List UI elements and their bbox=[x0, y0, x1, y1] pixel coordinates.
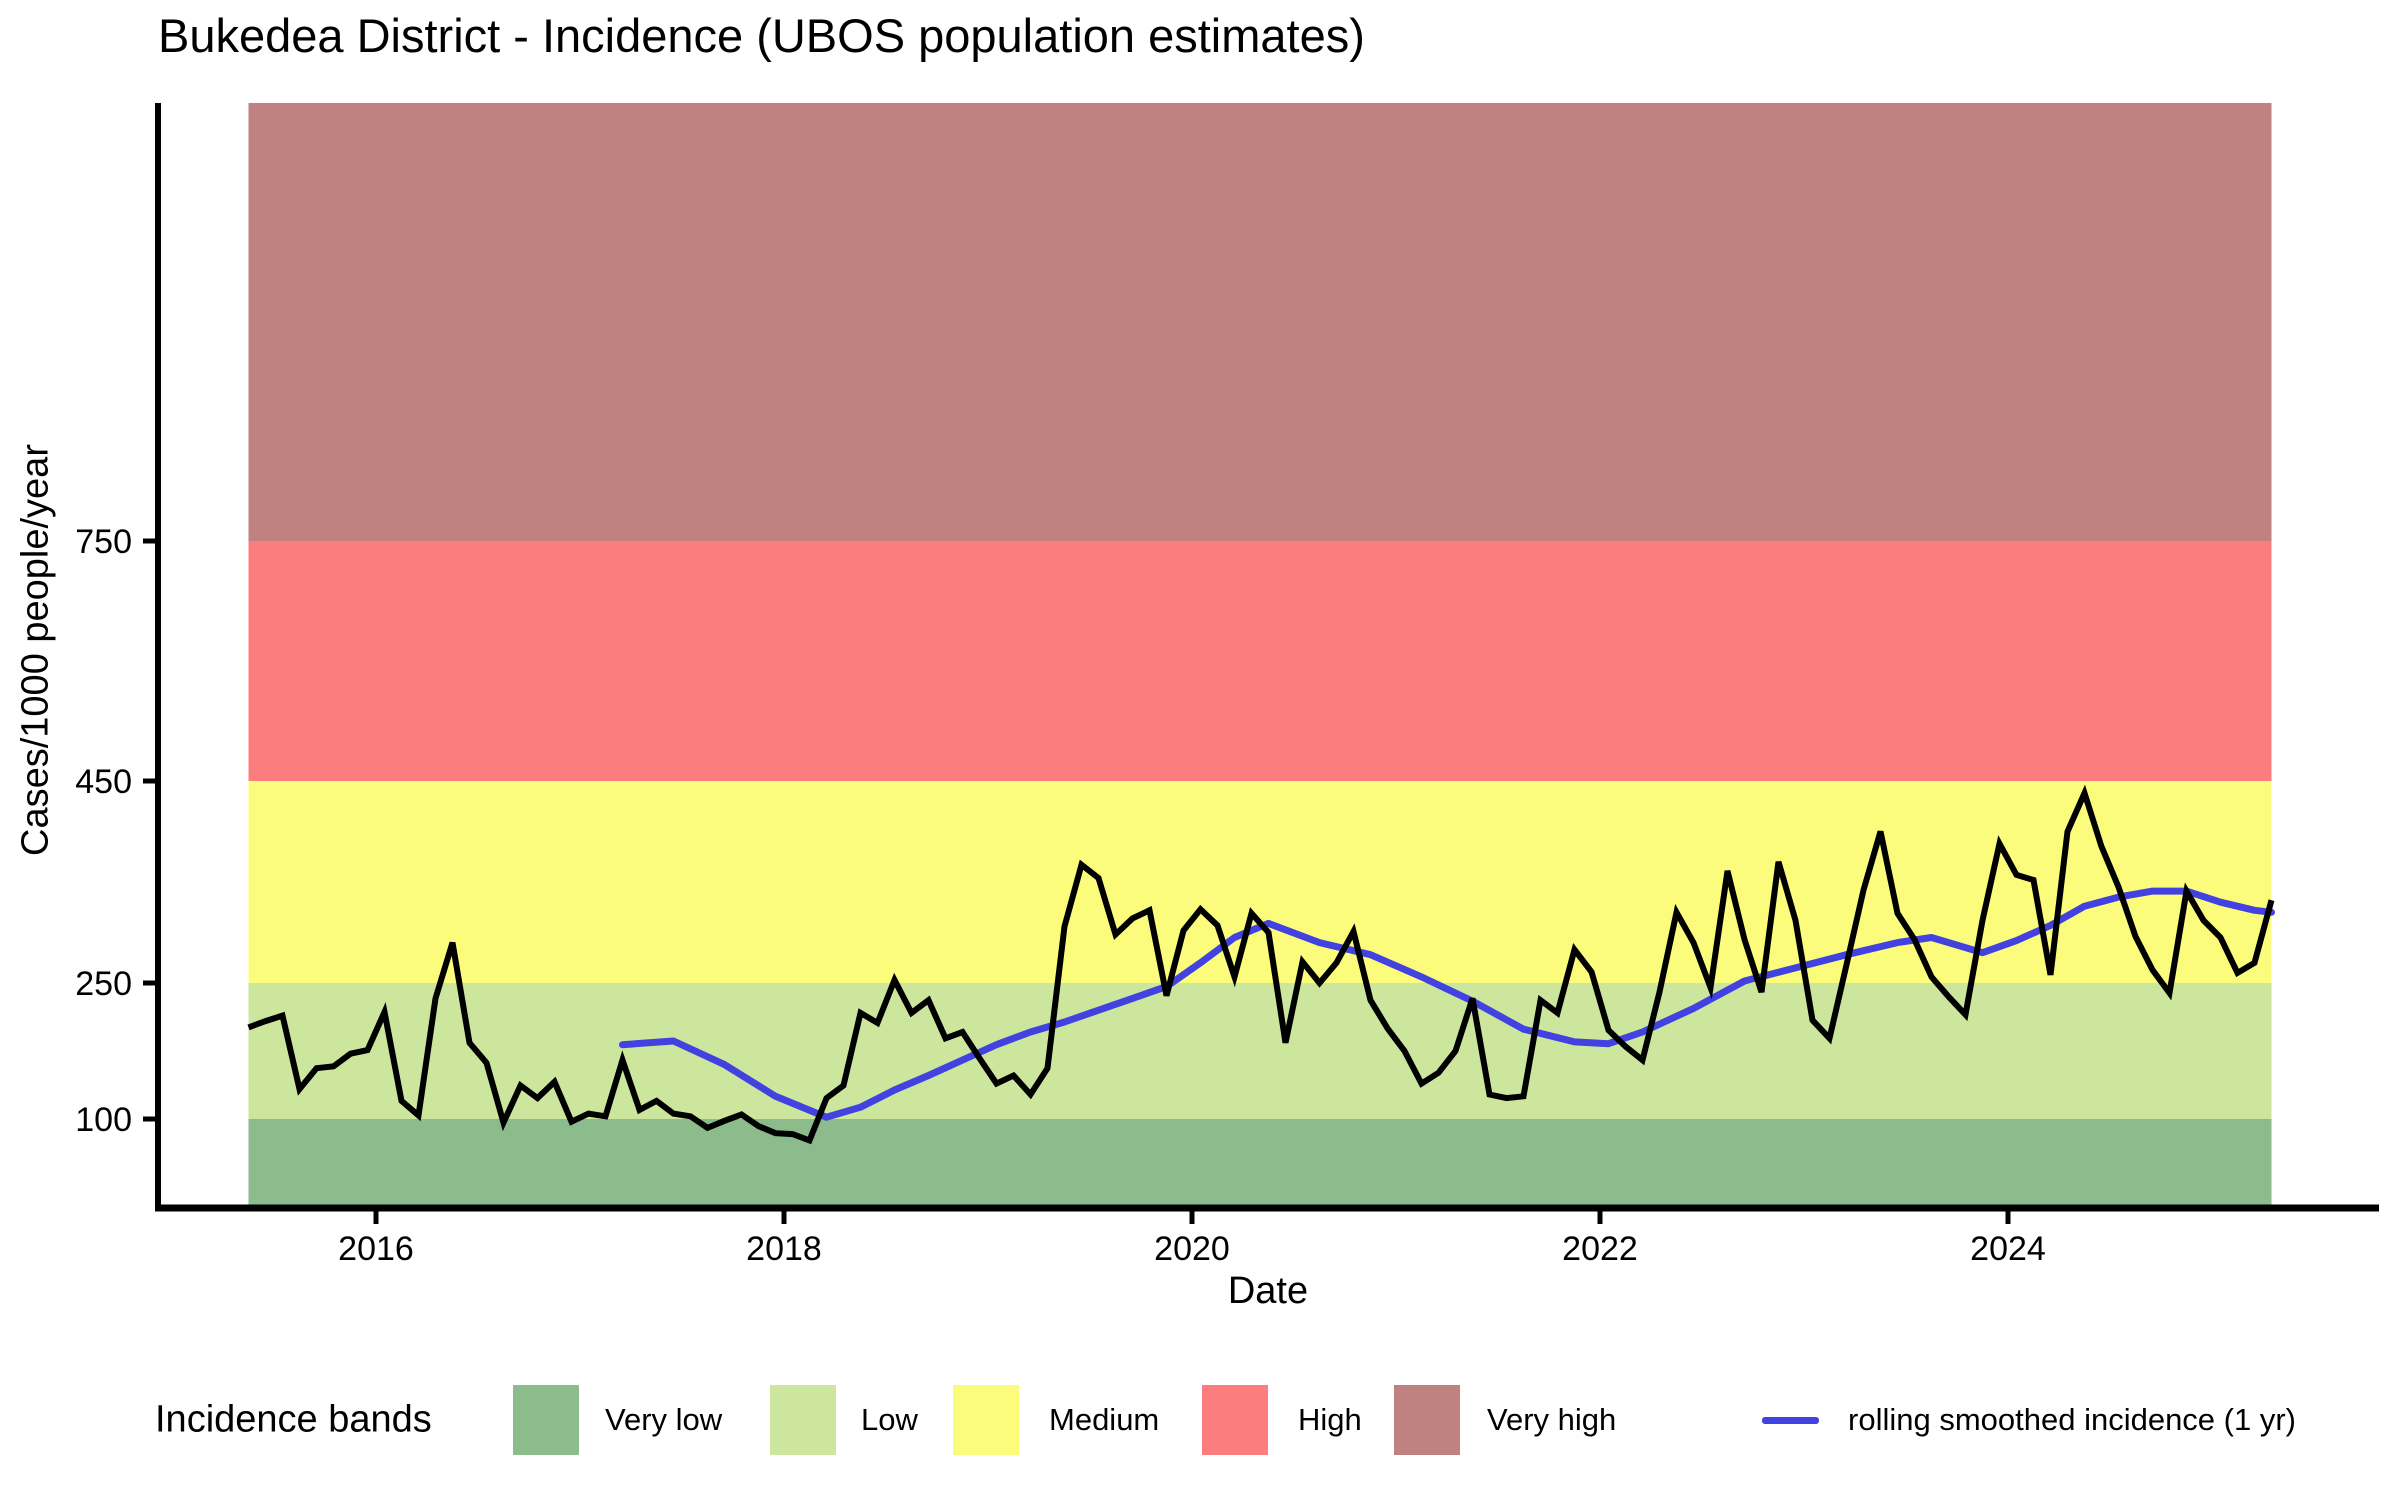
y-tick-label-100: 100 bbox=[75, 1101, 132, 1139]
chart-title: Bukedea District - Incidence (UBOS popul… bbox=[158, 9, 1365, 62]
legend-swatch-high bbox=[1202, 1385, 1268, 1455]
legend-label-smoothed-line: rolling smoothed incidence (1 yr) bbox=[1848, 1402, 2296, 1437]
y-axis-title-text: Cases/1000 people/year bbox=[14, 444, 57, 856]
incidence-line bbox=[247, 784, 2275, 1145]
y-tick-label-450: 450 bbox=[75, 763, 132, 801]
band-medium bbox=[248, 781, 2272, 983]
y-tick-label-750: 750 bbox=[75, 523, 132, 561]
legend-label-very-low: Very low bbox=[605, 1402, 723, 1437]
legend-swatch-medium bbox=[953, 1385, 1019, 1455]
legend-title: Incidence bands bbox=[155, 1398, 432, 1441]
band-very-high bbox=[248, 103, 2272, 541]
legend-label-very-high: Very high bbox=[1487, 1402, 1617, 1437]
band-high bbox=[248, 541, 2272, 781]
x-axis-title: Date bbox=[1227, 1270, 1309, 1312]
legend-swatch-low bbox=[770, 1385, 836, 1455]
x-tick-label-2022: 2022 bbox=[1562, 1230, 1638, 1268]
band-very-low bbox=[248, 1119, 2272, 1208]
legend-label-medium: Medium bbox=[1049, 1402, 1160, 1437]
x-tick-label-2018: 2018 bbox=[746, 1230, 822, 1268]
legend-label-high: High bbox=[1298, 1402, 1362, 1437]
x-tick-label-2024: 2024 bbox=[1970, 1230, 2046, 1268]
y-axis-title: Cases/1000 people/year bbox=[15, 444, 448, 856]
legend-swatch-very-high bbox=[1394, 1385, 1460, 1455]
legend-swatch-very-low bbox=[513, 1385, 579, 1455]
legend-line-sample-icon bbox=[1762, 1417, 1819, 1424]
y-tick-label-250: 250 bbox=[75, 965, 132, 1003]
legend-label-low: Low bbox=[861, 1402, 918, 1437]
x-tick-label-2020: 2020 bbox=[1154, 1230, 1230, 1268]
band-low bbox=[248, 983, 2272, 1119]
x-tick-label-2016: 2016 bbox=[338, 1230, 414, 1268]
